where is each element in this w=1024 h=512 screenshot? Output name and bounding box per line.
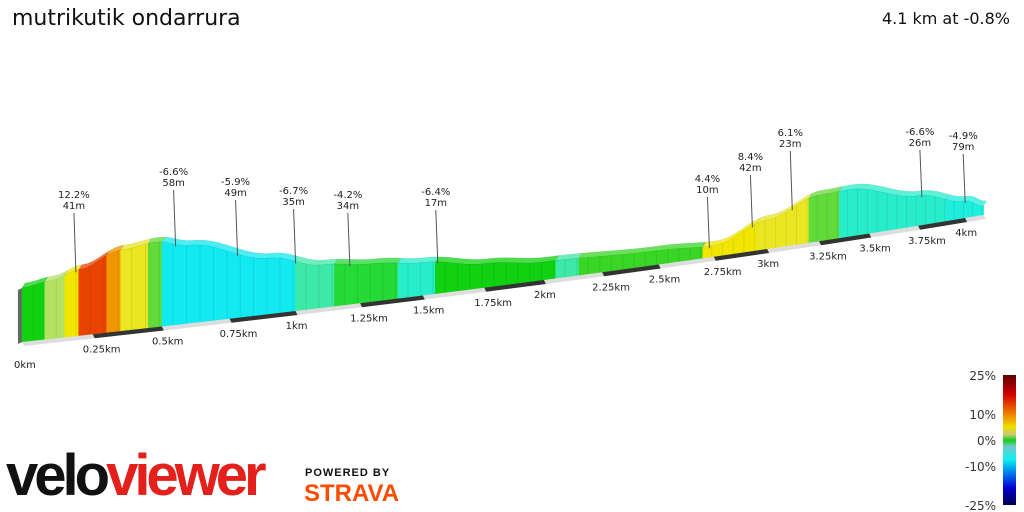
annotation-grade: 6.1% [778,128,803,139]
distance-band [544,272,605,284]
distance-band [602,264,661,277]
annotation-length: 42m [739,163,761,174]
x-tick-label: 2.5km [649,275,680,286]
x-tick-label: 1km [286,321,308,332]
annotation-length: 26m [909,138,931,149]
annotation-length: 17m [425,198,447,209]
distance-band [819,233,872,246]
gradient-segment [147,241,163,329]
annotation-length: 58m [162,178,184,189]
x-tick-label: 3km [757,259,779,270]
annotation-grade: 12.2% [58,190,90,201]
gradient-segment [120,243,149,332]
annotation-grade: 4.4% [695,174,720,185]
x-tick-label: 0.25km [83,344,121,355]
strava-logo: STRAVA [304,480,400,507]
gradient-segment [397,261,436,299]
annotation-leader-line [293,208,297,264]
powered-by-label: POWERED BY [305,467,391,479]
annotation-grade: -6.6% [905,127,934,138]
gradient-segment [106,249,121,334]
x-tick-label: 3.5km [859,244,890,255]
annotation-grade: -6.4% [421,187,450,198]
distance-axis: 0km 0.25km 0.5km 0.75km 1km 1.25km 1.5km 1.75km… [14,214,986,371]
annotation-leader-line [706,196,710,249]
x-tick-label: 2.25km [592,282,630,293]
x-tick-label: 0.5km [152,337,183,348]
gradient-segment [756,197,810,251]
x-tick-label: 4km [955,228,977,239]
legend-tick-label: -10% [965,460,996,474]
gradient-segment [295,261,335,312]
legend-tick-label: 0% [977,434,996,448]
route-title: mutrikutik ondarrura [12,6,241,31]
annotation-leader-line [919,149,923,198]
annotation-grade: -6.6% [159,167,188,178]
x-tick-label: 1.5km [413,306,444,317]
gradient-segment [64,269,80,338]
distance-band [869,225,921,238]
annotation-length: 34m [337,201,359,212]
x-tick-label: 1.75km [474,298,512,309]
distance-band [965,214,986,222]
distance-band [229,311,298,323]
distance-band [713,249,770,261]
x-tick-label: 1.25km [350,313,388,324]
distance-band [295,303,363,315]
annotation-length: 35m [282,197,304,208]
distance-band [767,241,822,253]
legend-tick-label: -25% [965,499,996,512]
distance-band [484,280,546,292]
gradient-segment [44,274,65,340]
distance-band [22,334,95,346]
legend-color-bar [1003,375,1016,505]
gradient-segment [808,191,840,244]
distance-band [92,326,164,339]
annotation-leader-line [73,212,77,273]
x-tick-label: 2km [534,290,556,301]
annotation-grade: -4.2% [333,190,362,201]
annotation-grade: 8.4% [738,152,763,163]
annotation-length: 79m [952,142,974,153]
x-tick-label: 2.75km [704,267,742,278]
legend-tick-label: 25% [969,369,996,383]
distance-band [422,287,487,300]
annotation-grade: -4.9% [949,131,978,142]
annotation-leader-line [749,174,753,228]
gradient-segment-top [946,194,988,207]
x-tick-label: 3.25km [809,251,847,262]
annotation-leader-line [235,199,239,257]
veloviewer-logo: veloviewer [6,443,267,508]
annotation-leader-line [789,150,793,211]
annotation-leader-line [173,189,177,247]
annotation-leader-line [347,212,351,267]
annotation-length: 10m [696,185,718,196]
annotation-length: 23m [779,139,801,150]
distance-band [360,295,425,308]
annotation-leader-line [435,209,439,264]
distance-band [161,318,232,331]
gradient-legend: 25% 10% 0% -10% -25% [965,369,1016,512]
gradient-annotations: 12.2%41m-6.6%58m -5.9%49m -6.7%35m-4.2%34m… [58,127,978,273]
x-tick-label: 0km [14,360,36,371]
route-summary: 4.1 km at -0.8% [881,9,1010,28]
annotation-leader-line [962,153,966,204]
x-tick-label: 0.75km [220,329,258,340]
profile-surface [18,183,988,344]
distance-band [658,256,716,269]
distance-band [918,218,968,230]
annotation-length: 41m [63,201,85,212]
annotation-length: 49m [224,188,246,199]
gradient-segment [555,257,580,279]
annotation-grade: -6.7% [279,186,308,197]
profile-start-cap [18,288,22,344]
annotation-grade: -5.9% [221,177,250,188]
x-tick-label: 3.75km [908,236,946,247]
legend-tick-label: 10% [969,408,996,422]
